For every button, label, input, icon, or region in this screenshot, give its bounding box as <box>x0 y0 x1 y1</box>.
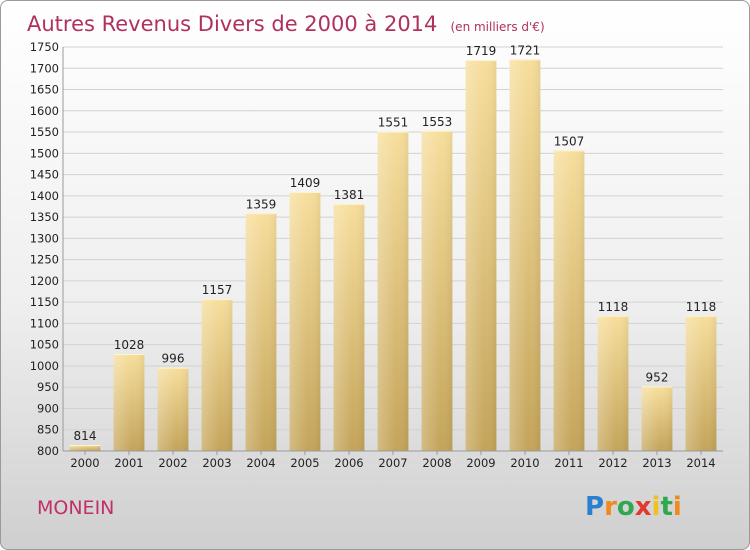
bar-shade <box>641 386 673 451</box>
y-tick-label: 800 <box>37 444 59 458</box>
value-label: 952 <box>646 370 669 384</box>
x-tick-label: 2012 <box>598 456 627 470</box>
value-label: 1409 <box>290 176 321 190</box>
x-tick-label: 2006 <box>334 456 363 470</box>
value-label: 1381 <box>334 188 365 202</box>
value-label: 1551 <box>378 116 409 130</box>
value-label: 1719 <box>466 44 497 58</box>
x-tick-label: 2010 <box>510 456 539 470</box>
y-tick-label: 1450 <box>30 168 59 182</box>
bars: 814 1028 996 1157 1359 1409 1381 1551 1553 1719 17… <box>69 43 717 452</box>
value-label: 996 <box>162 352 185 366</box>
x-axis: 2000 2001 2002 2003 2004 2005 2006 2007 2008 2009… <box>63 450 723 470</box>
y-tick-label: 1550 <box>30 125 59 139</box>
chart-title-unit: (en milliers d'€) <box>451 20 545 34</box>
y-tick-label: 1100 <box>30 316 59 330</box>
y-tick-label: 1150 <box>30 295 59 309</box>
y-tick-label: 1500 <box>30 146 59 160</box>
x-tick-label: 2000 <box>70 456 99 470</box>
logo-letter: i <box>673 492 682 522</box>
x-tick-label: 2005 <box>290 456 319 470</box>
logo-letter: o <box>617 492 635 522</box>
y-tick-label: 1650 <box>30 83 59 97</box>
logo-letter: i <box>652 492 661 522</box>
y-tick-label: 1750 <box>30 40 59 54</box>
y-tick-label: 850 <box>37 423 59 437</box>
x-tick-label: 2009 <box>466 456 495 470</box>
logo-letter: t <box>660 492 672 522</box>
x-tick-label: 2007 <box>378 456 407 470</box>
x-tick-label: 2004 <box>246 456 275 470</box>
value-label: 1118 <box>686 300 717 314</box>
bar-shade <box>377 131 409 451</box>
y-tick-label: 1600 <box>30 104 59 118</box>
bar-shade <box>245 213 277 451</box>
chart-title: Autres Revenus Divers de 2000 à 2014 (en… <box>27 12 545 36</box>
logo-letter: r <box>604 492 617 522</box>
value-label: 1118 <box>598 300 629 314</box>
bar-shade <box>157 367 189 451</box>
y-axis: 800 850 900 950 1000 1050 1100 1150 1200 1250 1300… <box>30 40 64 458</box>
bar-shade <box>465 60 497 451</box>
bar-shade <box>69 445 101 451</box>
y-tick-label: 1350 <box>30 210 59 224</box>
bar-shade <box>201 299 233 451</box>
bar-shade <box>509 59 541 451</box>
value-label: 1721 <box>510 43 541 57</box>
x-tick-label: 2002 <box>158 456 187 470</box>
value-label: 814 <box>74 429 97 443</box>
bar-shade <box>553 150 585 452</box>
value-label: 1553 <box>422 115 453 129</box>
value-label: 1507 <box>554 134 585 148</box>
value-label: 1359 <box>246 197 277 211</box>
commune-name: MONEIN <box>37 497 114 519</box>
y-tick-label: 1000 <box>30 359 59 373</box>
proxiti-logo: Proxiti <box>585 492 682 522</box>
y-tick-label: 1050 <box>30 338 59 352</box>
y-tick-label: 1400 <box>30 189 59 203</box>
y-tick-label: 900 <box>37 401 59 415</box>
value-label: 1028 <box>114 338 145 352</box>
bar-shade <box>685 315 717 451</box>
y-tick-label: 1250 <box>30 253 59 267</box>
y-tick-label: 950 <box>37 380 59 394</box>
y-tick-label: 1200 <box>30 274 59 288</box>
x-tick-label: 2011 <box>554 456 583 470</box>
bar-shade <box>333 203 365 451</box>
bar-shade <box>421 130 453 451</box>
y-tick-label: 1700 <box>30 61 59 75</box>
value-label: 1157 <box>202 283 233 297</box>
x-tick-label: 2003 <box>202 456 231 470</box>
x-tick-label: 2014 <box>686 456 715 470</box>
bar-shade <box>289 192 321 451</box>
bar-shade <box>113 354 145 451</box>
x-tick-label: 2008 <box>422 456 451 470</box>
chart-title-main: Autres Revenus Divers de 2000 à 2014 <box>27 12 437 36</box>
logo-letter: x <box>635 492 652 522</box>
logo-letter: P <box>585 492 604 522</box>
x-tick-label: 2013 <box>642 456 671 470</box>
x-tick-label: 2001 <box>114 456 143 470</box>
bar-shade <box>597 315 629 451</box>
y-tick-label: 1300 <box>30 231 59 245</box>
